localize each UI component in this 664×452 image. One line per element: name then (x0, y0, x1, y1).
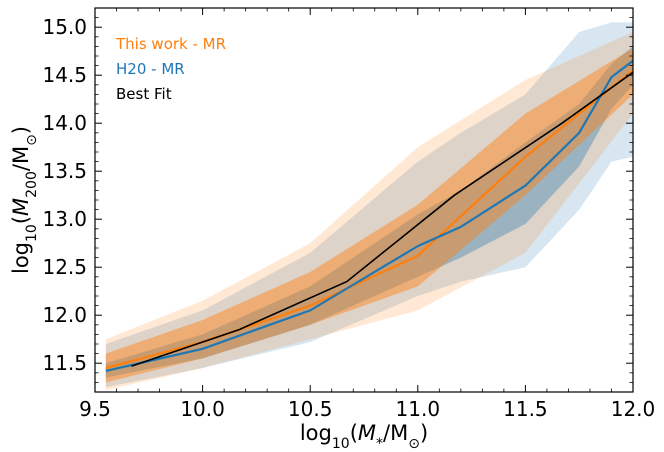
y-axis-label: log10(M200/M⊙) (9, 126, 40, 274)
y-tick-label: 12.0 (42, 303, 87, 327)
legend: This work - MR H20 - MR Best Fit (115, 35, 226, 103)
y-tick-label: 13.0 (42, 207, 87, 231)
y-tick-label: 14.5 (42, 63, 87, 87)
tick-labels-layer: 9.5 10.0 10.5 11.0 11.5 12.0 11.5 12.0 12.5 13.0 1… (42, 15, 655, 421)
x-tick-label: 10.0 (180, 397, 225, 421)
legend-entry-best-fit: Best Fit (116, 85, 172, 103)
bands-layer (105, 22, 634, 391)
h20-outer-band (105, 22, 634, 388)
x-tick-label: 11.5 (503, 397, 548, 421)
y-tick-label: 11.5 (42, 351, 87, 375)
this-work-median-line (105, 69, 634, 370)
best-fit-line (131, 71, 634, 367)
lines-layer (105, 59, 634, 372)
this-work-inner-band (105, 48, 634, 383)
y-tick-label: 14.0 (42, 111, 87, 135)
legend-entry-this-work: This work - MR (115, 35, 226, 53)
y-tick-label: 12.5 (42, 255, 87, 279)
x-tick-label: 10.5 (288, 397, 333, 421)
legend-entry-h20: H20 - MR (116, 60, 185, 78)
y-tick-label: 15.0 (42, 15, 87, 39)
y-tick-label: 13.5 (42, 159, 87, 183)
ticks-layer (94, 7, 634, 393)
x-tick-label: 12.0 (611, 397, 656, 421)
x-axis-label: log10(M*/M⊙) (300, 421, 428, 452)
x-tick-label: 9.5 (79, 397, 111, 421)
x-tick-label: 11.0 (396, 397, 441, 421)
this-work-outer-band (105, 32, 634, 391)
h20-inner-band (105, 46, 634, 378)
